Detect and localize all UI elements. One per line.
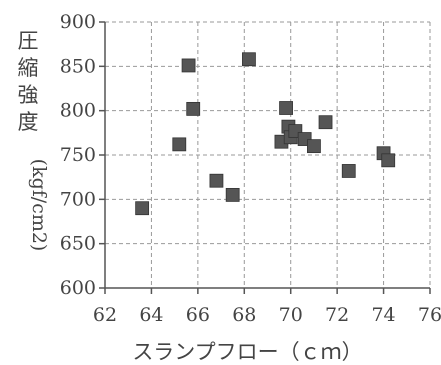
data-point [172, 137, 187, 152]
y-axis-label-char: 強 [18, 83, 39, 107]
data-point [209, 173, 224, 188]
x-tick-label: 68 [232, 304, 256, 326]
y-axis-label-char: 度 [18, 110, 39, 134]
y-axis-label-char: 圧 [18, 29, 39, 53]
data-point [307, 139, 321, 154]
data-point [225, 187, 240, 202]
data-points [135, 52, 396, 216]
x-tick-label: 62 [93, 304, 117, 326]
y-tick-label: 900 [60, 11, 96, 33]
y-tick-label: 700 [60, 188, 96, 210]
axes [99, 21, 431, 294]
y-tick-label: 600 [60, 277, 96, 299]
y-tick-label: 800 [60, 100, 96, 122]
y-tick-label: 650 [60, 233, 96, 255]
data-point [279, 101, 293, 115]
x-tick-label: 64 [139, 304, 163, 326]
y-axis-label-char: 縮 [18, 56, 39, 80]
x-tick-label: 70 [279, 304, 303, 326]
x-tick-label: 74 [371, 304, 395, 326]
x-tick-label: 72 [325, 304, 349, 326]
data-point [135, 201, 150, 216]
data-point [186, 101, 201, 116]
grid [105, 21, 431, 288]
data-point [381, 153, 396, 168]
data-point [181, 58, 196, 73]
y-tick-label: 850 [60, 55, 96, 77]
y-tick-label: 750 [60, 144, 96, 166]
data-point [341, 164, 356, 178]
x-axis-label: スランプフロー（ｃｍ） [132, 340, 362, 364]
x-tick-label: 66 [186, 304, 210, 326]
data-point [242, 52, 256, 67]
x-tick-label: 76 [418, 304, 441, 326]
tick-labels: 600 650 700 750 800 850 900 62 64 66 68 70 72 74 76 [60, 11, 441, 326]
data-point [318, 115, 333, 130]
y-axis-unit: (kgf/cm2) [28, 159, 50, 252]
